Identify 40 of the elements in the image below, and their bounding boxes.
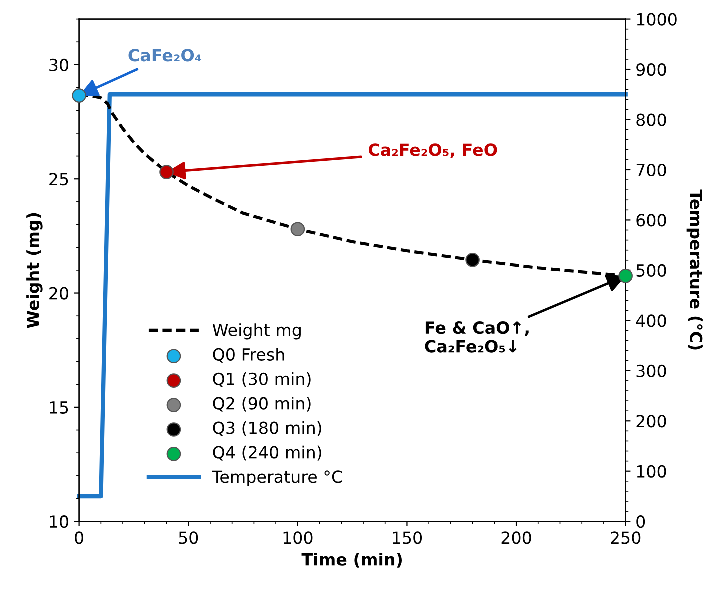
point [466, 253, 480, 268]
legend-label: Q3 (180 min) [213, 421, 322, 436]
annotation: CaFe₂O₄ [128, 49, 202, 62]
legend-label: Q2 (90 min) [213, 396, 311, 412]
y-tick-label: 30 [50, 58, 68, 72]
x-tick-label: 100 [284, 532, 313, 544]
annotation: Ca₂Fe₂O₅, FeO [368, 144, 498, 158]
y-tick-label: 15 [50, 402, 68, 414]
x-tick-label: 200 [502, 532, 532, 544]
legend-label: Q1 (30 min) [213, 372, 311, 388]
y-tick-label: 20 [50, 287, 68, 300]
annotation: Fe & CaO↑, Ca₂Fe₂O₅↓ [425, 322, 529, 353]
y2-axis-title: Temperature (°C) [686, 190, 703, 350]
legend-label: Weight mg [212, 324, 301, 340]
y2-tick-label: 600 [636, 214, 666, 227]
y2-tick-label: 700 [636, 164, 666, 177]
x-axis-title: Time (min) [302, 553, 402, 568]
y2-tick-label: 300 [636, 364, 666, 378]
y2-tick-label: 1000 [637, 13, 677, 26]
point [72, 88, 86, 103]
y2-tick-label: 500 [636, 264, 666, 278]
y2-tick-label: 400 [636, 314, 666, 328]
point [618, 269, 633, 284]
legend-label: Q4 (240 min) [213, 446, 322, 461]
y-tick-label: 10 [50, 516, 68, 528]
point [290, 222, 306, 236]
y2-tick-label: 900 [636, 63, 666, 76]
x-tick-label: 50 [179, 532, 198, 544]
y-axis-title: Weight (mg) [26, 213, 43, 328]
y2-tick-label: 0 [636, 516, 646, 528]
x-tick-label: 250 [611, 532, 641, 544]
point [160, 165, 174, 180]
legend-label: Temperature °C [212, 470, 342, 487]
legend-label: Q0 Fresh [213, 348, 284, 363]
x-tick-label: 0 [75, 532, 84, 544]
y-tick-label: 25 [50, 173, 68, 186]
x-tick-label: 150 [393, 532, 422, 544]
y2-tick-label: 800 [636, 114, 666, 126]
y2-tick-label: 100 [637, 465, 666, 478]
y2-tick-label: 200 [636, 415, 666, 428]
